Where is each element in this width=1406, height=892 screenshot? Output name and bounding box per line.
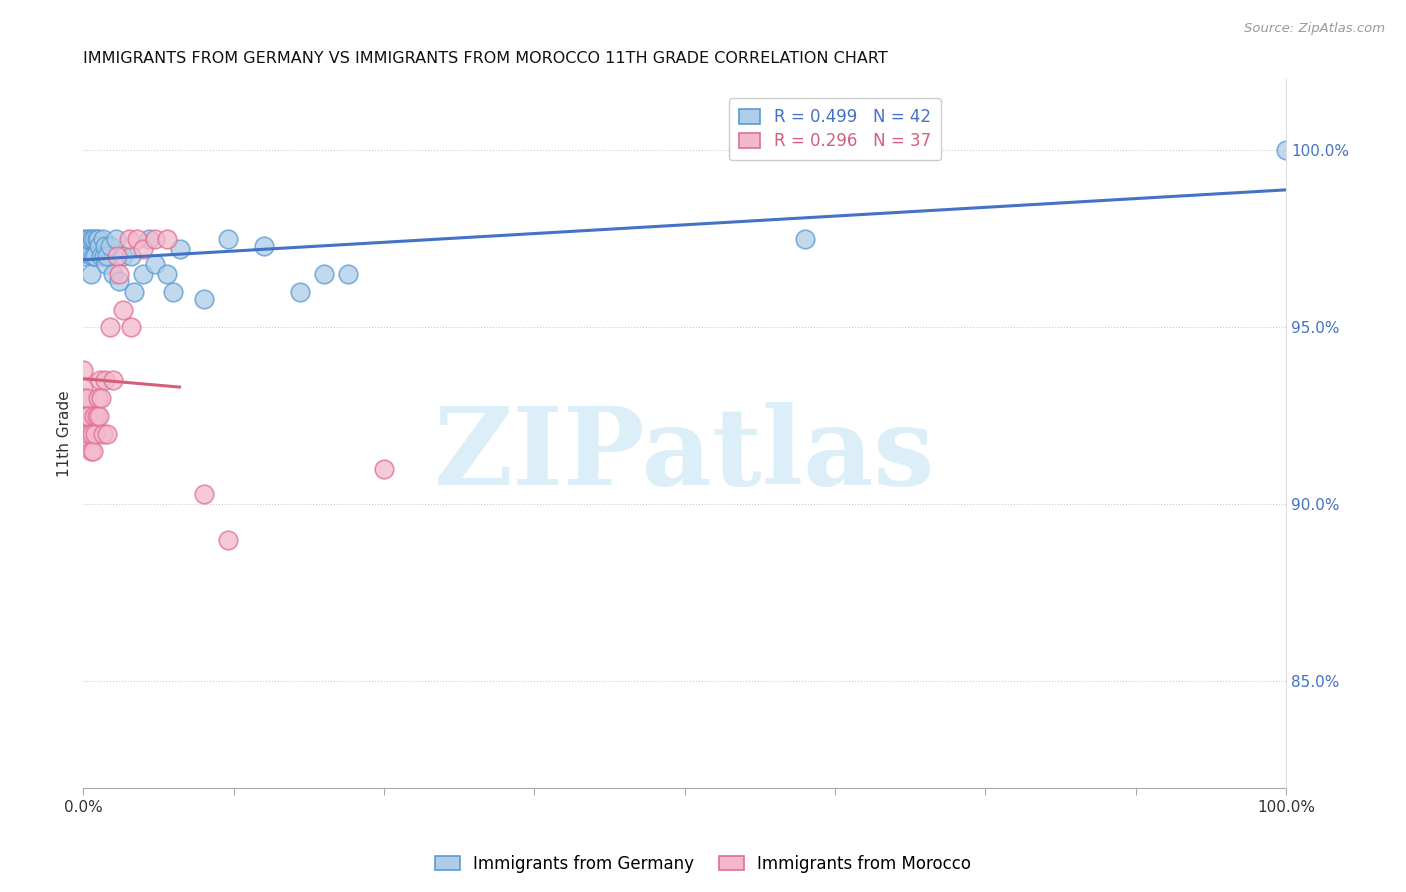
Point [127, 232, 149, 246]
Point [80, 426, 103, 441]
Point [253, 239, 276, 253]
Legend: Immigrants from Germany, Immigrants from Morocco: Immigrants from Germany, Immigrants from… [427, 848, 979, 880]
Point [72, 380, 94, 394]
Point [76, 391, 98, 405]
Point [118, 232, 141, 246]
Point [169, 243, 191, 257]
Point [104, 232, 127, 246]
Point [75, 409, 97, 423]
Point [96, 426, 118, 441]
Point [80, 232, 103, 246]
Point [162, 285, 184, 299]
Point [145, 232, 167, 246]
Point [72, 409, 94, 423]
Point [96, 249, 118, 263]
Point [72, 419, 94, 434]
Point [145, 256, 167, 270]
Point [72, 249, 94, 263]
Point [72, 239, 94, 253]
Point [87, 391, 110, 405]
Point [84, 426, 107, 441]
Point [312, 267, 335, 281]
Point [87, 232, 110, 246]
Text: ZIPatlas: ZIPatlas [434, 401, 935, 508]
Point [86, 409, 108, 423]
Point [83, 232, 105, 246]
Point [83, 409, 105, 423]
Point [91, 232, 114, 246]
Point [108, 274, 131, 288]
Point [94, 239, 117, 253]
Y-axis label: 11th Grade: 11th Grade [58, 390, 72, 477]
Point [193, 292, 215, 306]
Point [132, 267, 155, 281]
Point [120, 320, 142, 334]
Point [98, 239, 121, 253]
Point [86, 232, 108, 246]
Point [79, 444, 101, 458]
Text: Source: ZipAtlas.com: Source: ZipAtlas.com [1244, 22, 1385, 36]
Point [193, 487, 215, 501]
Point [132, 243, 155, 257]
Point [72, 246, 94, 260]
Point [111, 249, 134, 263]
Point [79, 267, 101, 281]
Point [98, 320, 121, 334]
Point [108, 267, 131, 281]
Point [84, 249, 107, 263]
Point [72, 391, 94, 405]
Point [72, 363, 94, 377]
Text: IMMIGRANTS FROM GERMANY VS IMMIGRANTS FROM MOROCCO 11TH GRADE CORRELATION CHART: IMMIGRANTS FROM GERMANY VS IMMIGRANTS FR… [83, 51, 889, 66]
Point [120, 249, 142, 263]
Point [72, 434, 94, 448]
Point [72, 232, 94, 246]
Point [79, 426, 101, 441]
Point [217, 232, 239, 246]
Point [103, 373, 125, 387]
Point [82, 444, 104, 458]
Point [79, 232, 101, 246]
Point [1275, 143, 1298, 157]
Point [90, 391, 112, 405]
Point [793, 232, 815, 246]
Point [288, 285, 311, 299]
Point [90, 249, 112, 263]
Point [87, 409, 110, 423]
Point [217, 533, 239, 547]
Point [87, 239, 110, 253]
Point [89, 373, 111, 387]
Point [105, 249, 128, 263]
Point [111, 302, 134, 317]
Point [156, 267, 179, 281]
Point [103, 267, 125, 281]
Point [156, 232, 179, 246]
Point [82, 249, 104, 263]
Point [336, 267, 359, 281]
Point [373, 462, 395, 476]
Point [94, 256, 117, 270]
Point [94, 373, 117, 387]
Legend: R = 0.499   N = 42, R = 0.296   N = 37: R = 0.499 N = 42, R = 0.296 N = 37 [728, 98, 941, 161]
Point [122, 285, 145, 299]
Point [76, 232, 98, 246]
Point [93, 249, 115, 263]
Point [77, 409, 100, 423]
Point [138, 232, 160, 246]
Point [91, 426, 114, 441]
Point [72, 243, 94, 257]
